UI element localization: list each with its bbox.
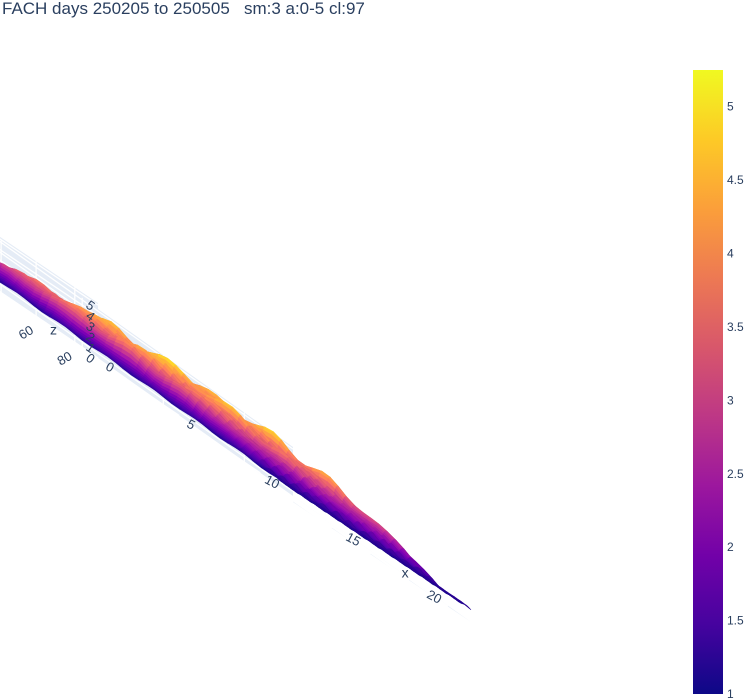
gridline-z xyxy=(0,283,294,492)
gridline-z xyxy=(0,293,294,503)
gridline-z-side xyxy=(0,248,99,317)
gridline-y-floor xyxy=(0,292,333,529)
chart-title: FACH days 250205 to 250505 sm:3 a:0-5 cl… xyxy=(2,0,365,18)
gridline-y-floor xyxy=(0,291,371,555)
gridline-y-floor xyxy=(35,315,410,581)
gridline-z-side xyxy=(0,291,99,359)
gridline-y-floor xyxy=(74,341,449,607)
gridline-z xyxy=(0,240,294,450)
surface-mesh xyxy=(0,262,472,611)
gridline-z-side xyxy=(0,238,99,306)
